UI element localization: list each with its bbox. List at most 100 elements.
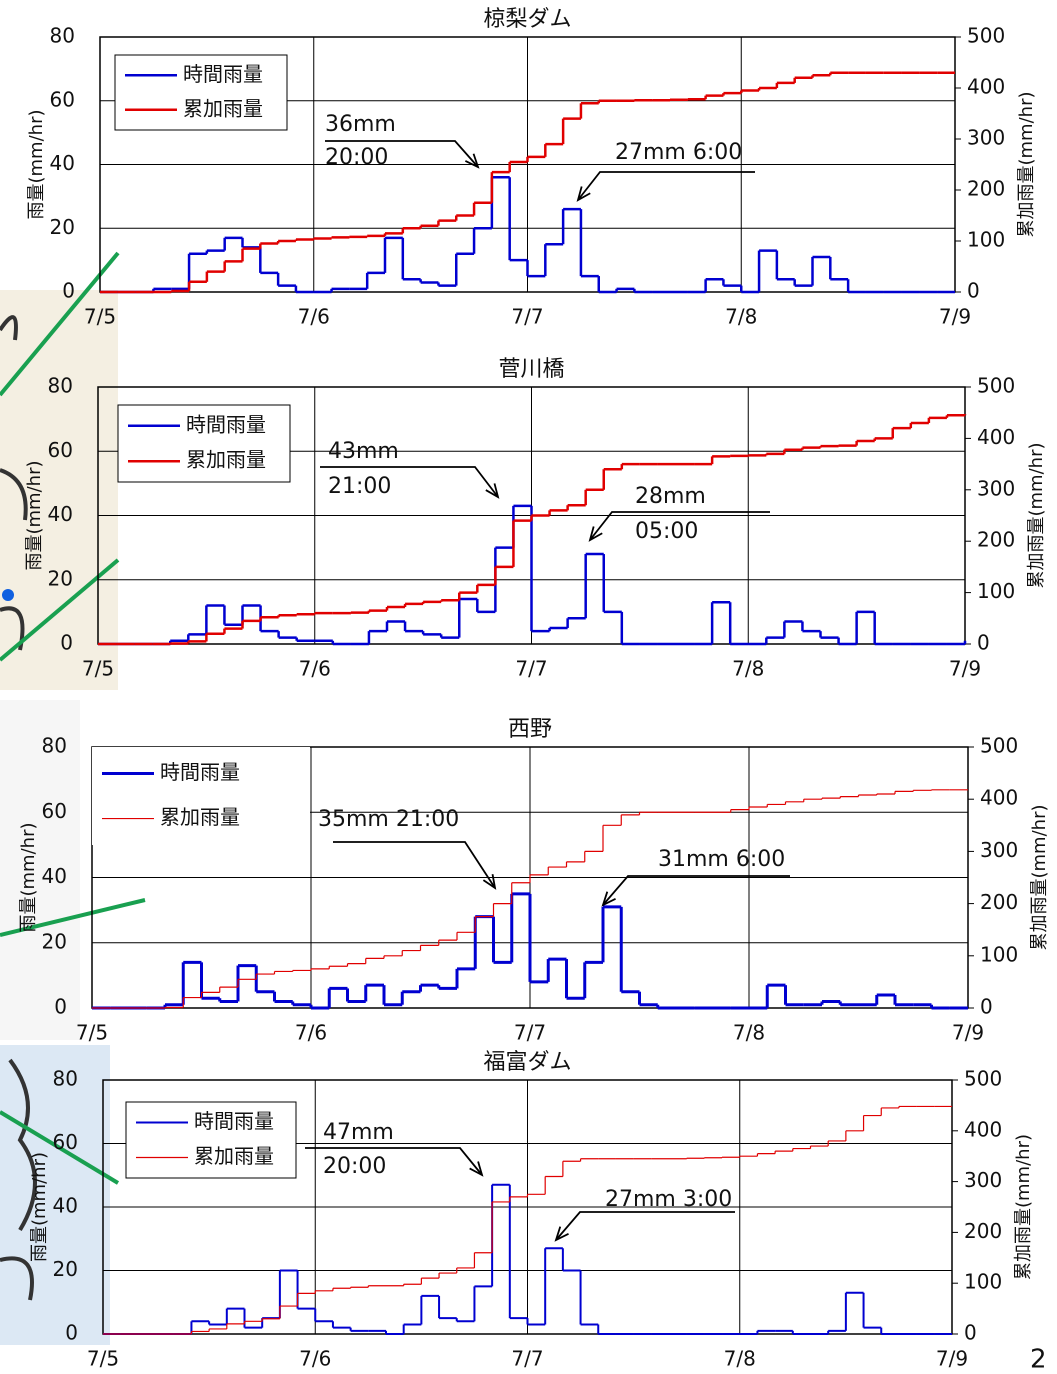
x-tick-label: 7/9 [936, 1347, 968, 1371]
y2-tick-label: 500 [977, 374, 1015, 398]
y-tick-label: 0 [65, 1321, 78, 1345]
y-tick-label: 20 [53, 1257, 78, 1281]
x-tick-label: 7/8 [732, 657, 764, 681]
chart-title: 西野 [508, 717, 552, 742]
arrow-head [483, 874, 495, 888]
y2-tick-label: 100 [980, 942, 1018, 966]
x-tick-label: 7/5 [87, 1347, 119, 1371]
y2-tick-label: 100 [964, 1270, 1002, 1294]
x-tick-label: 7/6 [299, 657, 331, 681]
annotation: 21:00 [328, 474, 391, 499]
y-tick-label: 40 [50, 151, 75, 175]
y2-tick-label: 0 [964, 1321, 977, 1345]
annotation: 20:00 [323, 1154, 386, 1179]
legend-label: 時間雨量 [194, 1109, 274, 1133]
y-tick-label: 80 [42, 734, 67, 758]
y2-axis-label: 累加雨量(mm/hr) [1026, 443, 1047, 589]
y2-tick-label: 100 [977, 579, 1015, 603]
y-tick-label: 20 [50, 215, 75, 239]
annotation: 31mm 6:00 [658, 847, 785, 872]
legend-label: 累加雨量 [194, 1144, 274, 1168]
annotation-arrow [578, 172, 755, 200]
annotation: 05:00 [635, 519, 698, 544]
y-axis-label: 雨量(mm/hr) [18, 823, 39, 933]
x-tick-label: 7/5 [76, 1021, 108, 1045]
x-tick-label: 7/7 [511, 1347, 543, 1371]
x-tick-label: 7/5 [82, 657, 114, 681]
annotation: 47mm [323, 1120, 394, 1145]
y2-tick-label: 500 [964, 1067, 1002, 1091]
legend-label: 時間雨量 [160, 760, 240, 784]
annotation: 36mm [325, 112, 396, 137]
chart-title: 椋梨ダム [483, 7, 571, 32]
annotation: 27mm 3:00 [605, 1187, 732, 1212]
y2-tick-label: 400 [977, 425, 1015, 449]
annotation-arrow [556, 1212, 735, 1240]
y-tick-label: 0 [54, 995, 67, 1019]
y2-axis-label: 累加雨量(mm/hr) [1029, 805, 1050, 951]
y2-tick-label: 200 [967, 177, 1005, 201]
y2-tick-label: 200 [977, 528, 1015, 552]
y2-tick-label: 100 [967, 228, 1005, 252]
y2-tick-label: 300 [967, 126, 1005, 150]
y-tick-label: 80 [48, 374, 73, 398]
annotation-arrow [603, 876, 790, 905]
legend-label: 累加雨量 [160, 805, 240, 829]
x-tick-label: 7/7 [515, 657, 547, 681]
y-tick-label: 20 [42, 929, 67, 953]
y2-tick-label: 200 [980, 890, 1018, 914]
annotation: 28mm [635, 484, 706, 509]
chart-title: 菅川橋 [498, 357, 564, 382]
y2-tick-label: 400 [980, 786, 1018, 810]
x-tick-label: 7/6 [295, 1021, 327, 1045]
y-axis-label: 雨量(mm/hr) [24, 461, 45, 571]
legend-label: 時間雨量 [186, 412, 266, 436]
x-tick-label: 7/9 [949, 657, 981, 681]
annotation: 35mm 21:00 [318, 807, 459, 832]
y2-tick-label: 500 [967, 24, 1005, 48]
y-tick-label: 60 [50, 87, 75, 111]
y-tick-label: 0 [62, 279, 75, 303]
y2-tick-label: 500 [980, 734, 1018, 758]
x-tick-label: 7/9 [939, 305, 971, 329]
x-tick-label: 7/8 [725, 305, 757, 329]
y2-tick-label: 0 [977, 631, 990, 655]
y-tick-label: 40 [48, 502, 73, 526]
legend-label: 累加雨量 [186, 448, 266, 472]
page: 2 椋梨ダム02040608001002003004005007/57/67/7… [0, 0, 1057, 1370]
x-tick-label: 7/7 [511, 305, 543, 329]
x-tick-label: 7/5 [84, 305, 116, 329]
chart-title: 福富ダム [483, 1050, 571, 1075]
legend-label: 時間雨量 [183, 62, 263, 86]
x-tick-label: 7/8 [733, 1021, 765, 1045]
y-tick-label: 40 [53, 1194, 78, 1218]
y-axis-label: 雨量(mm/hr) [29, 1152, 50, 1262]
y-tick-label: 60 [53, 1130, 78, 1154]
x-tick-label: 7/7 [514, 1021, 546, 1045]
annotation-arrow [333, 842, 495, 888]
y-tick-label: 20 [48, 566, 73, 590]
annotation: 43mm [328, 439, 399, 464]
y2-tick-label: 200 [964, 1219, 1002, 1243]
y-tick-label: 0 [60, 631, 73, 655]
annotation: 27mm 6:00 [615, 140, 742, 165]
y2-tick-label: 0 [967, 279, 980, 303]
y2-tick-label: 300 [977, 476, 1015, 500]
y-tick-label: 40 [42, 864, 67, 888]
x-tick-label: 7/8 [724, 1347, 756, 1371]
y2-tick-label: 400 [967, 75, 1005, 99]
series-0 [98, 506, 965, 644]
legend-label: 累加雨量 [183, 96, 263, 120]
y2-tick-label: 300 [980, 838, 1018, 862]
y-tick-label: 60 [42, 799, 67, 823]
y2-axis-label: 累加雨量(mm/hr) [1013, 1134, 1034, 1280]
y2-tick-label: 0 [980, 995, 993, 1019]
x-tick-label: 7/6 [299, 1347, 331, 1371]
x-tick-label: 7/6 [298, 305, 330, 329]
y2-axis-label: 累加雨量(mm/hr) [1016, 92, 1037, 238]
y-tick-label: 60 [48, 438, 73, 462]
x-tick-label: 7/9 [952, 1021, 984, 1045]
y-axis-label: 雨量(mm/hr) [26, 110, 47, 220]
y-tick-label: 80 [53, 1067, 78, 1091]
y2-tick-label: 400 [964, 1117, 1002, 1141]
